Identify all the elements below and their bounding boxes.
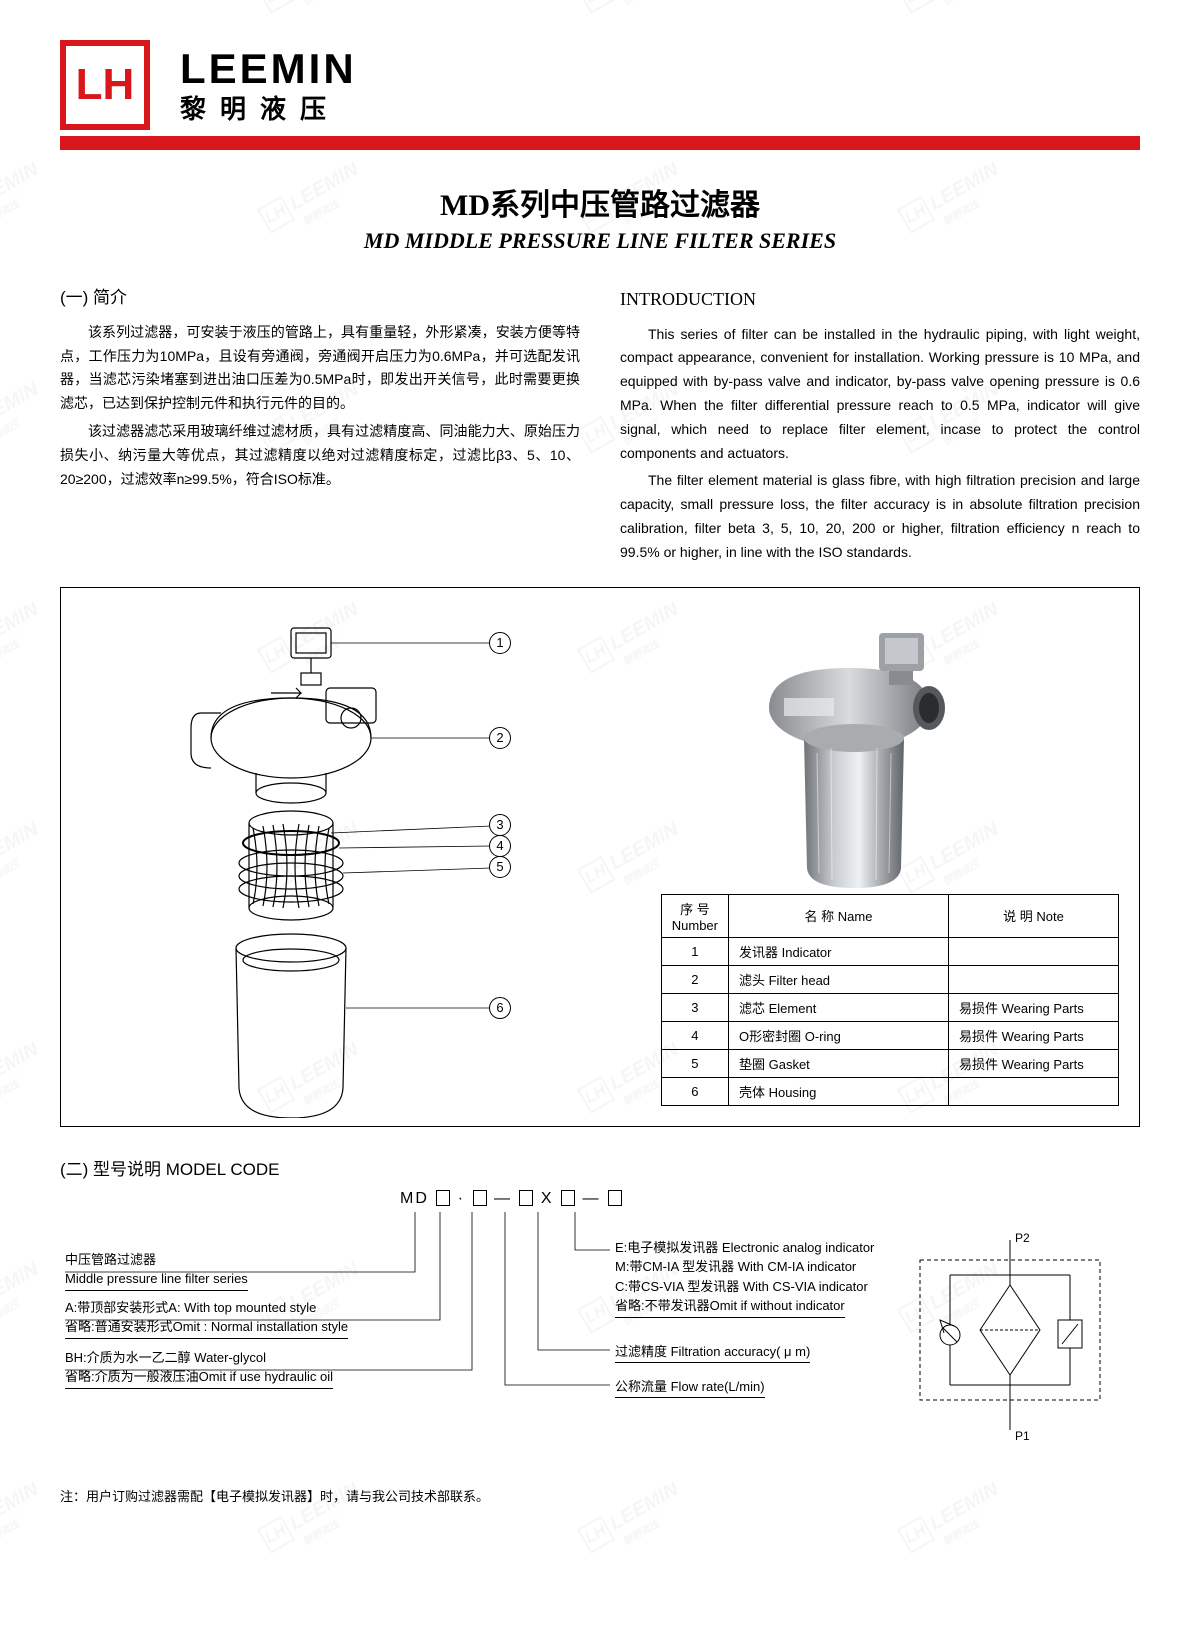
intro-en-p1: This series of filter can be installed i… bbox=[620, 323, 1140, 466]
mc-left-1: 中压管路过滤器 Middle pressure line filter seri… bbox=[65, 1250, 248, 1291]
title-en: MD MIDDLE PRESSURE LINE FILTER SERIES bbox=[60, 228, 1140, 254]
parts-cell-note: 易损件 Wearing Parts bbox=[949, 1049, 1119, 1077]
mc-right-2: 过滤精度 Filtration accuracy( μ m) bbox=[615, 1342, 810, 1364]
callout-3: 3 bbox=[489, 814, 511, 836]
mc-left-3: BH:介质为水一乙二醇 Water-glycol 省略:介质为一般液压油Omit… bbox=[65, 1348, 333, 1389]
intro-cn-heading: (一) 简介 bbox=[60, 284, 580, 313]
table-row: 2滤头 Filter head bbox=[661, 965, 1118, 993]
diagram-box: 1 2 3 4 5 6 bbox=[60, 587, 1140, 1127]
brand-block: LEEMIN 黎明液压 bbox=[180, 45, 357, 126]
parts-cell-note bbox=[949, 965, 1119, 993]
callout-6: 6 bbox=[489, 997, 511, 1019]
parts-cell-num: 1 bbox=[661, 937, 728, 965]
parts-th-note: 说 明 Note bbox=[949, 894, 1119, 937]
schematic-p1: P1 bbox=[1015, 1429, 1030, 1443]
title-block: MD系列中压管路过滤器 MD MIDDLE PRESSURE LINE FILT… bbox=[60, 180, 1140, 254]
parts-cell-num: 5 bbox=[661, 1049, 728, 1077]
intro-cn-p1: 该系列过滤器，可安装于液压的管路上，具有重量轻，外形紧凑，安装方便等特点，工作压… bbox=[60, 321, 580, 416]
intro-cn: (一) 简介 该系列过滤器，可安装于液压的管路上，具有重量轻，外形紧凑，安装方便… bbox=[60, 284, 580, 569]
intro-en: INTRODUCTION This series of filter can b… bbox=[620, 284, 1140, 569]
intro-cn-p2: 该过滤器滤芯采用玻璃纤维过滤材质，具有过滤精度高、同油能力大、原始压力损失小、纳… bbox=[60, 420, 580, 491]
schematic-p2: P2 bbox=[1015, 1231, 1030, 1245]
page-header: LH LEEMIN 黎明液压 bbox=[60, 40, 1140, 130]
mc-right-1: E:电子模拟发讯器 Electronic analog indicator M:… bbox=[615, 1238, 874, 1318]
table-row: 4O形密封圈 O-ring易损件 Wearing Parts bbox=[661, 1021, 1118, 1049]
title-cn: MD系列中压管路过滤器 bbox=[60, 180, 1140, 224]
rendered-filter bbox=[729, 618, 989, 898]
parts-cell-name: 发讯器 Indicator bbox=[729, 937, 949, 965]
parts-cell-note: 易损件 Wearing Parts bbox=[949, 993, 1119, 1021]
parts-th-name: 名 称 Name bbox=[729, 894, 949, 937]
table-row: 1发讯器 Indicator bbox=[661, 937, 1118, 965]
parts-cell-note bbox=[949, 1077, 1119, 1105]
parts-cell-num: 2 bbox=[661, 965, 728, 993]
table-row: 5垫圈 Gasket易损件 Wearing Parts bbox=[661, 1049, 1118, 1077]
parts-cell-name: 滤头 Filter head bbox=[729, 965, 949, 993]
parts-cell-name: 壳体 Housing bbox=[729, 1077, 949, 1105]
logo-box: LH bbox=[60, 40, 150, 130]
table-row: 6壳体 Housing bbox=[661, 1077, 1118, 1105]
model-code-heading: (二) 型号说明 MODEL CODE bbox=[60, 1155, 1140, 1180]
model-code-note: 注：用户订购过滤器需配【电子模拟发讯器】时，请与我公司技术部联系。 bbox=[60, 1486, 1140, 1505]
brand-cn: 黎明液压 bbox=[180, 89, 357, 126]
logo-text: LH bbox=[76, 63, 135, 107]
parts-cell-name: O形密封圈 O-ring bbox=[729, 1021, 949, 1049]
table-row: 3滤芯 Element易损件 Wearing Parts bbox=[661, 993, 1118, 1021]
callout-5: 5 bbox=[489, 856, 511, 878]
mc-right-3: 公称流量 Flow rate(L/min) bbox=[615, 1377, 765, 1399]
parts-table: 序 号 Number 名 称 Name 说 明 Note 1发讯器 Indica… bbox=[661, 894, 1119, 1106]
exploded-drawing bbox=[161, 618, 541, 1118]
brand-en: LEEMIN bbox=[180, 45, 357, 93]
parts-cell-note: 易损件 Wearing Parts bbox=[949, 1021, 1119, 1049]
intro-en-heading: INTRODUCTION bbox=[620, 284, 1140, 315]
parts-th-num: 序 号 Number bbox=[661, 894, 728, 937]
intro-section: (一) 简介 该系列过滤器，可安装于液压的管路上，具有重量轻，外形紧凑，安装方便… bbox=[60, 284, 1140, 569]
parts-cell-num: 6 bbox=[661, 1077, 728, 1105]
parts-cell-name: 垫圈 Gasket bbox=[729, 1049, 949, 1077]
model-code-area: MD · — X — 中压管路过滤器 Middle pressure line bbox=[60, 1190, 1140, 1480]
callout-2: 2 bbox=[489, 727, 511, 749]
hydraulic-schematic: P2 P1 bbox=[910, 1230, 1110, 1450]
intro-en-p2: The filter element material is glass fib… bbox=[620, 469, 1140, 564]
callout-1: 1 bbox=[489, 632, 511, 654]
mc-left-2: A:带顶部安装形式A: With top mounted style 省略:普通… bbox=[65, 1298, 348, 1339]
parts-cell-num: 3 bbox=[661, 993, 728, 1021]
parts-cell-num: 4 bbox=[661, 1021, 728, 1049]
parts-cell-note bbox=[949, 937, 1119, 965]
parts-cell-name: 滤芯 Element bbox=[729, 993, 949, 1021]
red-divider bbox=[60, 136, 1140, 150]
callout-4: 4 bbox=[489, 835, 511, 857]
